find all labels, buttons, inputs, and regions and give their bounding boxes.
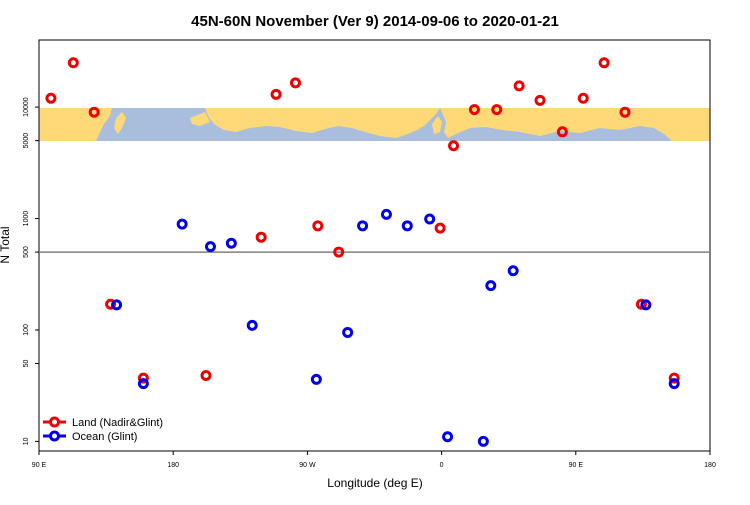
ocean-point xyxy=(640,299,652,311)
x-axis: 90 E 180 90 W 0 90 E 180 xyxy=(32,451,716,469)
ocean-point xyxy=(477,435,489,447)
legend-ocean-label: Ocean (Glint) xyxy=(72,431,137,443)
ocean-point xyxy=(507,265,519,277)
land-point xyxy=(105,298,117,310)
y-tick-label: 50 xyxy=(23,360,30,368)
ocean-point xyxy=(668,378,680,390)
y-axis-title: N Total xyxy=(0,226,12,263)
ocean-point xyxy=(424,213,436,225)
ocean-point xyxy=(485,280,497,292)
x-tick-label: 90 W xyxy=(299,462,316,469)
ocean-point xyxy=(225,237,237,249)
legend-ocean-marker xyxy=(49,430,60,442)
land-point xyxy=(67,57,79,69)
ocean-point xyxy=(401,220,413,232)
map-land-britain xyxy=(432,116,442,134)
land-point xyxy=(556,126,568,138)
y-axis: 10 50 100 500 1000 5000 10000 xyxy=(23,97,39,445)
map-land-north-america xyxy=(205,108,440,138)
y-tick-label: 10000 xyxy=(23,97,30,117)
map-land-europe-asia xyxy=(440,108,710,141)
ocean-point xyxy=(442,431,454,443)
data-points xyxy=(45,57,680,447)
map-land-newfoundland xyxy=(410,118,424,130)
legend-land-marker xyxy=(49,416,60,428)
y-tick-label: 1000 xyxy=(23,211,30,227)
land-point xyxy=(45,92,57,104)
ocean-point xyxy=(111,299,123,311)
land-point xyxy=(534,94,546,106)
land-point xyxy=(598,57,610,69)
land-point xyxy=(255,231,267,243)
x-tick-label: 90 E xyxy=(569,462,584,469)
ocean-point xyxy=(176,218,188,230)
x-tick-label: 180 xyxy=(704,462,716,469)
chart-title: 45N-60N November (Ver 9) 2014-09-06 to 2… xyxy=(191,13,559,30)
land-point xyxy=(88,106,100,118)
land-point xyxy=(513,80,525,92)
land-point xyxy=(270,88,282,100)
land-point xyxy=(289,77,301,89)
ocean-point xyxy=(204,241,216,253)
y-tick-label: 5000 xyxy=(23,133,30,149)
map-land-alaska-tail xyxy=(190,112,210,126)
y-tick-label: 100 xyxy=(23,324,30,336)
x-tick-label: 180 xyxy=(167,462,179,469)
ocean-point xyxy=(380,208,392,220)
land-point xyxy=(137,372,149,384)
land-point xyxy=(668,372,680,384)
y-tick-label: 500 xyxy=(23,246,30,258)
ocean-point xyxy=(246,319,258,331)
ocean-point xyxy=(342,326,354,338)
land-point xyxy=(448,140,460,152)
x-tick-label: 0 xyxy=(440,462,444,469)
legend-land-label: Land (Nadir&Glint) xyxy=(72,417,163,429)
land-point xyxy=(577,92,589,104)
land-point xyxy=(333,246,345,258)
legend: Land (Nadir&Glint) Ocean (Glint) xyxy=(43,416,163,443)
land-point xyxy=(635,298,647,310)
land-point xyxy=(619,106,631,118)
land-point xyxy=(434,222,446,234)
y-tick-label: 10 xyxy=(23,437,30,445)
x-tick-label: 90 E xyxy=(32,462,47,469)
ocean-point xyxy=(137,378,149,390)
map-land-kamchatka xyxy=(114,112,126,134)
land-point xyxy=(312,220,324,232)
land-point xyxy=(200,370,212,382)
ocean-point xyxy=(310,373,322,385)
land-point xyxy=(468,104,480,116)
x-axis-title: Longitude (deg E) xyxy=(327,476,422,490)
plot-frame xyxy=(38,39,711,452)
map-land-japan xyxy=(682,112,694,130)
ocean-point xyxy=(357,220,369,232)
world-map-strip xyxy=(39,108,710,141)
land-point xyxy=(491,104,503,116)
